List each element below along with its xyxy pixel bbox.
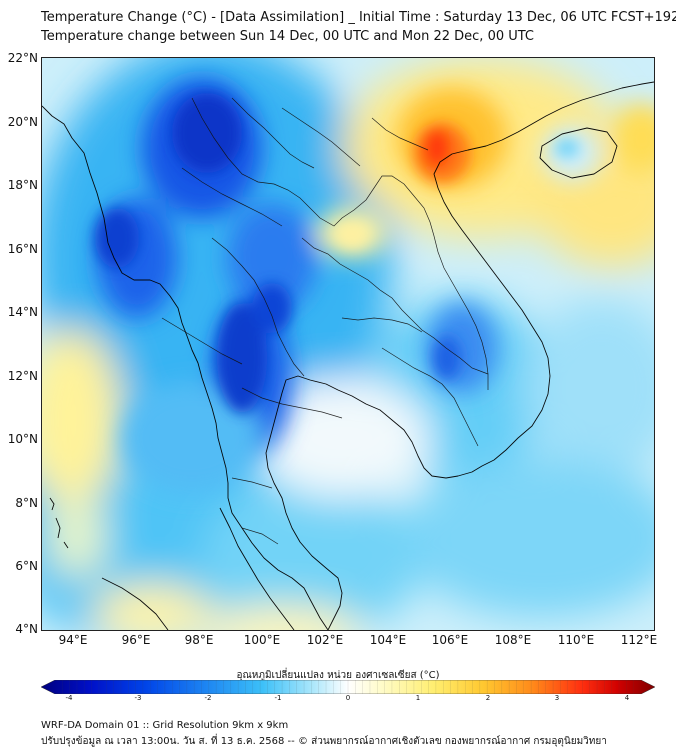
- colorbar-tick-2: 2: [485, 694, 491, 702]
- lon-label-106e: 106°E: [431, 633, 469, 647]
- lon-label-96e: 96°E: [121, 633, 151, 647]
- lat-label-8n: 8°N: [15, 496, 38, 510]
- chart-title: Temperature Change (°C) - [Data Assimila…: [41, 10, 676, 25]
- lon-label-104e: 104°E: [369, 633, 407, 647]
- lat-label-22n: 22°N: [7, 51, 38, 65]
- lat-label-10n: 10°N: [7, 432, 38, 446]
- chart-subtitle: Temperature change between Sun 14 Dec, 0…: [41, 29, 535, 44]
- lon-label-102e: 102°E: [306, 633, 344, 647]
- lon-label-100e: 100°E: [243, 633, 281, 647]
- colorbar-label: อุณหภูมิเปลี่ยนแปลง หน่วย องศาเซลเซียส (…: [236, 670, 440, 681]
- colorbar-tick-1: 1: [415, 694, 421, 702]
- lat-label-16n: 16°N: [7, 242, 38, 256]
- colorbar-tick-4: 4: [624, 694, 630, 702]
- footer-model-info: WRF-DA Domain 01 :: Grid Resolution 9km …: [41, 720, 289, 731]
- colorbar: [41, 680, 655, 694]
- lon-label-98e: 98°E: [184, 633, 214, 647]
- colorbar-tick-minus3: -3: [134, 694, 142, 702]
- lat-label-14n: 14°N: [7, 305, 38, 319]
- colorbar-tick-minus1: -1: [274, 694, 282, 702]
- colorbar-tick-minus2: -2: [204, 694, 212, 702]
- colorbar-tick-3: 3: [554, 694, 560, 702]
- lon-label-112e: 112°E: [620, 633, 658, 647]
- colorbar-tick-minus4: -4: [65, 694, 73, 702]
- lat-label-20n: 20°N: [7, 115, 38, 129]
- temperature-change-map: [41, 57, 655, 631]
- colorbar-tick-0: 0: [345, 694, 351, 702]
- lon-label-108e: 108°E: [494, 633, 532, 647]
- lon-label-110e: 110°E: [557, 633, 595, 647]
- lat-label-6n: 6°N: [15, 559, 38, 573]
- lat-label-4n: 4°N: [15, 622, 38, 636]
- footer-credit: ปรับปรุงข้อมูล ณ เวลา 13:00น. วัน ส. ที่…: [41, 736, 607, 747]
- lon-label-94e: 94°E: [58, 633, 88, 647]
- lat-label-12n: 12°N: [7, 369, 38, 383]
- lat-label-18n: 18°N: [7, 178, 38, 192]
